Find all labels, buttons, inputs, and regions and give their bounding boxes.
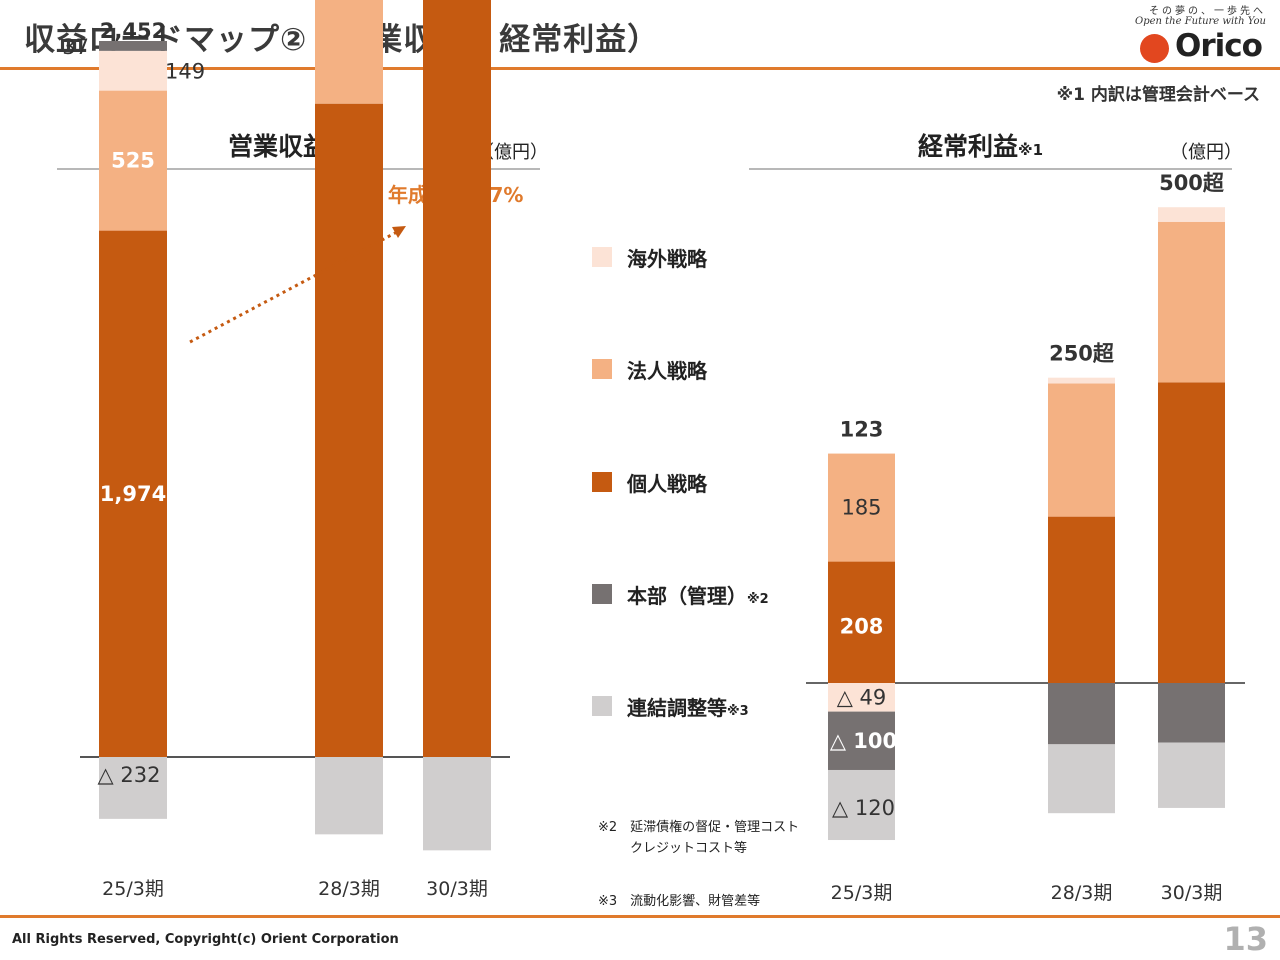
revenue-label-overseas: 149 bbox=[165, 60, 205, 84]
profit-bar-consolidation bbox=[828, 769, 895, 841]
profit-bar-corporate bbox=[1158, 221, 1225, 383]
profit-total: 250超 bbox=[1049, 342, 1115, 366]
revenue-label-hq: 37 bbox=[62, 35, 89, 59]
revenue-bar-consolidation bbox=[423, 757, 491, 851]
copyright: All Rights Reserved, Copyright(c) Orient… bbox=[12, 932, 399, 947]
profit-label-individual: 208 bbox=[840, 614, 884, 638]
profit-bar-individual bbox=[1048, 516, 1115, 683]
orico-logo-icon bbox=[1140, 34, 1169, 63]
profit-bar-hq bbox=[1048, 683, 1115, 745]
revenue-category-label: 30/3期 bbox=[426, 878, 488, 900]
legend-swatch-corporate bbox=[592, 359, 612, 379]
legend-label-consolidation: 連結調整等※3 bbox=[627, 696, 749, 720]
legend-swatch-hq bbox=[592, 584, 612, 604]
legend-swatch-overseas bbox=[592, 247, 612, 267]
profit-bar-overseas bbox=[1158, 207, 1225, 222]
revenue-bar-consolidation bbox=[99, 757, 167, 819]
revenue-title-text: 営業収益 bbox=[228, 132, 329, 161]
revenue-bar-consolidation bbox=[315, 757, 383, 835]
logo-tagline-jp: その夢の、一歩先へ bbox=[1149, 6, 1266, 17]
profit-bar-overseas bbox=[1048, 377, 1115, 384]
legend-label-hq: 本部（管理）※2 bbox=[627, 584, 769, 608]
revenue-category-label: 25/3期 bbox=[102, 878, 164, 900]
profit-title-note: ※1 bbox=[1018, 141, 1044, 159]
footnote-2: ※2 延滞債権の督促・管理コスト bbox=[598, 820, 800, 835]
legend-swatch-consolidation bbox=[592, 696, 612, 716]
page-number: 13 bbox=[1223, 920, 1268, 958]
profit-category-label: 28/3期 bbox=[1051, 882, 1113, 904]
title-divider bbox=[0, 67, 1280, 70]
legend-label-corporate: 法人戦略 bbox=[627, 359, 707, 383]
logo-name: Orico bbox=[1175, 28, 1263, 64]
profit-bar-consolidation bbox=[1048, 744, 1115, 814]
legend-label-overseas: 海外戦略 bbox=[627, 247, 707, 271]
footnote-3: ※3 流動化影響、財管差等 bbox=[598, 894, 761, 909]
ordinary-profit-chart-title: 経常利益※1 bbox=[918, 127, 1043, 163]
profit-label-overseas-negative: △ 49 bbox=[837, 685, 887, 709]
profit-bar-hq bbox=[828, 711, 895, 770]
profit-bar-individual bbox=[1158, 382, 1225, 683]
profit-bar-overseas-negative bbox=[828, 683, 895, 712]
revenue-bar-overseas bbox=[99, 50, 167, 91]
profit-category-label: 25/3期 bbox=[831, 882, 893, 904]
profit-category-label: 30/3期 bbox=[1161, 882, 1223, 904]
footnote-2-cont: クレジットコスト等 bbox=[630, 841, 748, 856]
profit-label-corporate: 185 bbox=[841, 496, 881, 520]
profit-bar-corporate bbox=[1048, 383, 1115, 517]
revenue-label-corporate: 525 bbox=[111, 149, 155, 173]
logo-tagline-en: Open the Future with You bbox=[1135, 16, 1266, 27]
revenue-bar-corporate bbox=[315, 0, 383, 104]
profit-title-rule bbox=[749, 168, 1232, 170]
revenue-label-individual: 1,974 bbox=[100, 482, 166, 506]
legend-swatch-individual bbox=[592, 472, 612, 492]
growth-arrow-head bbox=[392, 226, 406, 238]
basis-note: ※1 内訳は管理会計ベース bbox=[1056, 85, 1260, 105]
profit-title-text: 経常利益 bbox=[918, 132, 1019, 161]
revenue-bar-corporate bbox=[99, 90, 167, 231]
revenue-bar-individual bbox=[315, 103, 383, 757]
legend-label-individual: 個人戦略 bbox=[627, 472, 707, 496]
profit-label-consolidation: △ 120 bbox=[832, 796, 895, 820]
profit-unit: （億円） bbox=[1170, 142, 1242, 163]
profit-total: 123 bbox=[840, 418, 884, 442]
revenue-label-consolidation: △ 232 bbox=[98, 763, 161, 787]
profit-bar-consolidation bbox=[1158, 742, 1225, 808]
revenue-bar-hq bbox=[99, 41, 167, 51]
revenue-category-label: 28/3期 bbox=[318, 878, 380, 900]
revenue-title-rule bbox=[57, 168, 540, 170]
profit-total: 500超 bbox=[1159, 171, 1225, 195]
footer-divider bbox=[0, 915, 1280, 918]
profit-bar-individual bbox=[828, 561, 895, 683]
profit-bar-hq bbox=[1158, 683, 1225, 743]
revenue-bar-individual bbox=[99, 230, 167, 758]
revenue-bar-individual bbox=[423, 0, 491, 758]
revenue-unit: （億円） bbox=[476, 142, 548, 163]
revenue-total: 2,452 bbox=[100, 19, 166, 43]
profit-bar-corporate bbox=[828, 453, 895, 562]
profit-label-hq: △ 100 bbox=[830, 729, 897, 753]
